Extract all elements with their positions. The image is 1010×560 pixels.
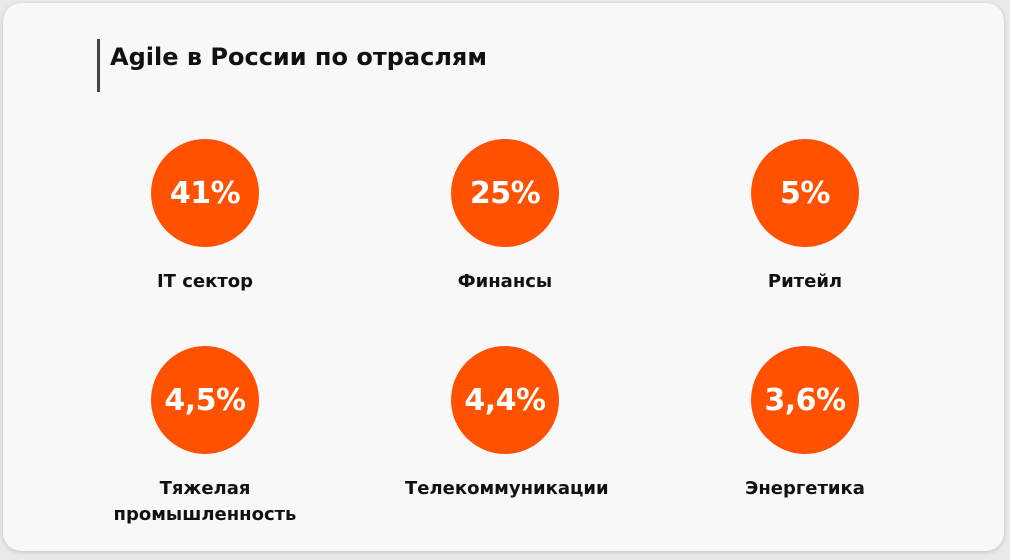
stat-item: 25% Финансы — [385, 139, 625, 295]
stat-value: 41% — [151, 139, 259, 247]
stat-value: 25% — [451, 139, 559, 247]
card-title: Agile в России по отраслям — [110, 43, 487, 71]
stat-item: 4,5% Тяжелая промышленность — [85, 346, 325, 528]
stat-label: Ритейл — [767, 271, 843, 292]
stat-label: Финансы — [457, 271, 553, 292]
stat-value: 3,6% — [751, 346, 859, 454]
stat-item: 3,6% Энергетика — [685, 346, 925, 502]
stat-item: 41% IT сектор — [85, 139, 325, 295]
stat-label: Энергетика — [745, 478, 865, 499]
stat-value: 4,4% — [451, 346, 559, 454]
stat-item: 5% Ритейл — [685, 139, 925, 295]
stat-item: 4,4% Телекоммуникации — [385, 346, 625, 502]
stat-label: Тяжелая промышленность — [113, 478, 297, 525]
card: Agile в России по отраслям 41% IT сектор 2… — [3, 3, 1004, 551]
stat-value: 4,5% — [151, 346, 259, 454]
stat-label: Телекоммуникации — [405, 478, 609, 499]
stat-label: IT сектор — [156, 271, 254, 292]
stat-value: 5% — [751, 139, 859, 247]
title-accent — [97, 39, 100, 92]
